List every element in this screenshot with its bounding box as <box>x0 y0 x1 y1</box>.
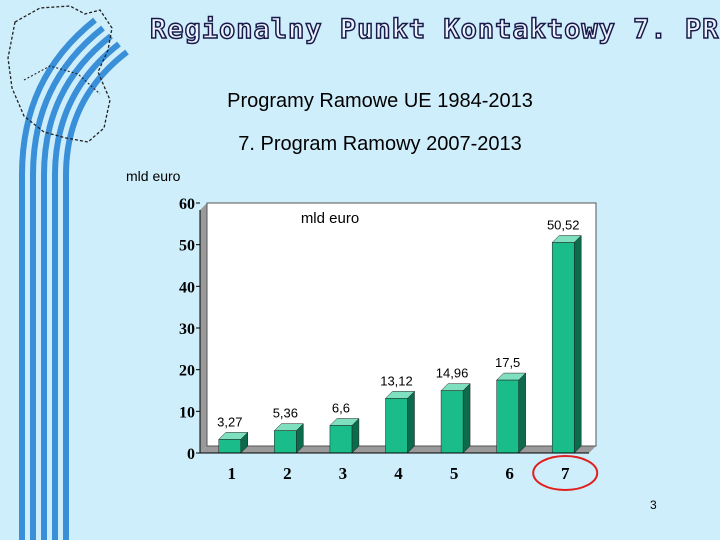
y-axis: 0 10 20 30 40 50 60 <box>179 196 201 463</box>
bar-side <box>462 383 471 454</box>
plot-left-wall <box>200 203 207 453</box>
bar-side <box>518 372 526 454</box>
x-axis: 1 2 3 4 5 6 7 <box>200 452 589 483</box>
data-label: 50,52 <box>547 218 580 233</box>
x-tick-label: 1 <box>228 464 237 483</box>
x-tick-label: 5 <box>450 464 459 483</box>
bar-chart: 0 10 20 30 40 50 60 1 2 3 4 5 6 7 3,27 5,36 6,6 13,12 14… <box>179 196 599 491</box>
bar <box>551 242 575 454</box>
unit-label: mld euro <box>126 168 181 184</box>
data-labels: 3,27 5,36 6,6 13,12 14,96 17,5 50,52 <box>217 218 579 430</box>
voivodeship-border <box>23 65 101 95</box>
y-tick-label: 20 <box>179 363 195 380</box>
chart-inner-title: mld euro <box>301 210 359 227</box>
regional-logo <box>7 5 129 540</box>
highlight-circle <box>532 455 599 491</box>
bar-side <box>573 234 582 454</box>
x-tick-label: 6 <box>505 464 513 483</box>
bar <box>329 425 353 454</box>
y-tick-label: 60 <box>179 196 195 213</box>
y-tick-label: 40 <box>179 279 195 296</box>
page-number: 3 <box>650 498 657 512</box>
data-label: 17,5 <box>495 355 520 370</box>
data-label: 3,27 <box>217 414 242 429</box>
data-label: 5,36 <box>273 406 298 421</box>
bar <box>218 439 242 454</box>
y-tick-label: 50 <box>179 238 195 255</box>
y-tick-label: 10 <box>179 404 195 421</box>
data-label: 14,96 <box>436 366 469 381</box>
logo-stripes <box>19 17 129 540</box>
x-tick-label: 2 <box>283 464 292 483</box>
bar-side <box>407 390 415 454</box>
data-label: 6,6 <box>332 401 350 416</box>
header-title: Regionalny Punkt Kontaktowy 7. PR <box>149 13 720 46</box>
bar <box>440 390 464 454</box>
poland-map-outline <box>7 5 113 143</box>
bar <box>496 379 519 454</box>
data-label: 13,12 <box>380 373 413 388</box>
x-tick-label: 4 <box>394 464 403 483</box>
bar <box>385 398 408 454</box>
x-tick-label: 3 <box>339 464 348 483</box>
bar <box>274 430 297 454</box>
subtitle-fp7: 7. Program Ramowy 2007-2013 <box>238 133 522 155</box>
x-tick-label: 7 <box>561 464 570 483</box>
y-tick-label: 30 <box>179 321 195 338</box>
y-tick-label: 0 <box>187 446 195 463</box>
subtitle-programmes: Programy Ramowe UE 1984-2013 <box>227 90 533 112</box>
